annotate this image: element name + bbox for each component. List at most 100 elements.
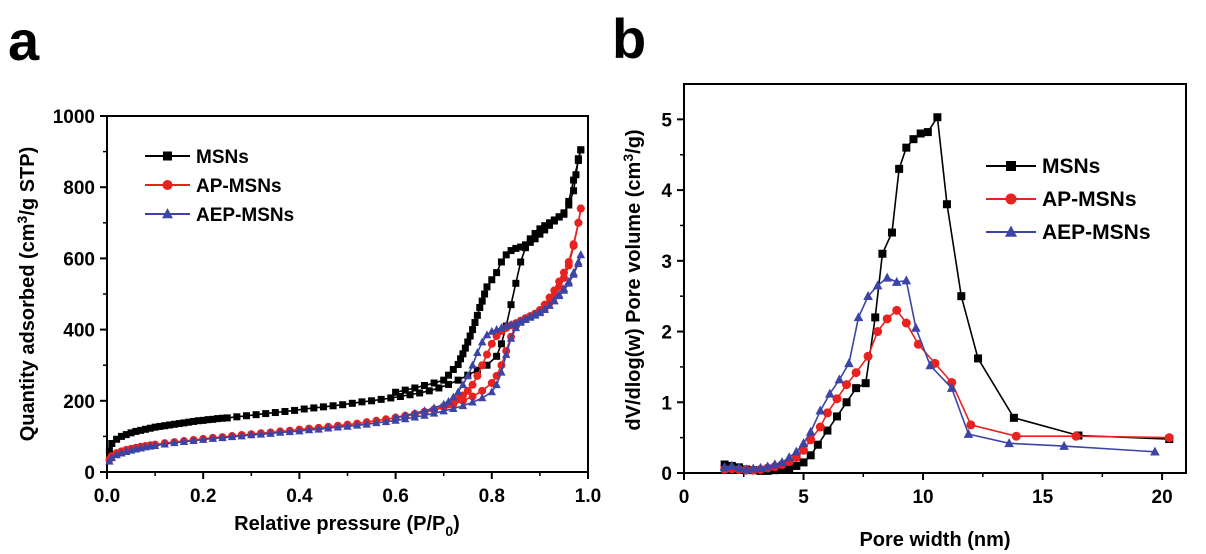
data-point [493,352,501,360]
data-point [492,380,501,389]
data-point [430,379,438,387]
data-point [569,269,578,278]
data-point [223,414,231,422]
data-point [784,452,794,462]
data-point [314,424,323,433]
data-point [957,292,966,301]
chart-b-frame [683,83,1187,474]
data-point [466,332,474,340]
data-point [396,393,404,401]
data-point [530,309,540,318]
data-point [531,229,539,237]
data-point [517,243,525,251]
data-point [401,386,409,394]
data-point [416,389,424,397]
data-point [805,426,816,436]
data-point [851,368,861,378]
data-point [923,128,932,137]
data-point [536,230,544,238]
series-AEP-MSNs [719,272,1160,474]
data-point [517,258,525,266]
chart-a-ylabel: Quantity adsorbed (cm3/g STP) [14,147,39,442]
data-point [281,407,289,415]
data-point [242,412,250,420]
data-point [420,381,428,389]
chart-b-ticks: 0 5 10 15 20 0 1 2 3 4 5 [661,110,1172,508]
data-point [492,325,501,333]
data-point [815,422,825,432]
data-point [574,155,582,163]
data-point [473,348,482,357]
data-point [834,374,845,384]
x-tick-label: 20 [1152,487,1173,508]
data-point [512,244,520,252]
data-point [425,387,433,395]
legend-marker [162,180,173,190]
y-tick-label: 0 [84,463,95,484]
data-point [352,420,362,429]
data-point [387,394,395,402]
data-point [892,305,902,315]
data-point [161,422,169,430]
y-tick-label: 3 [661,252,672,273]
data-point [762,461,773,471]
panel-a-letter: a [8,9,40,72]
data-point [1004,438,1014,448]
chart-b-ylabel: dV/dlog(w) Pore volume (cm3/g) [620,129,645,430]
data-point [300,405,308,413]
data-point [151,423,159,431]
data-point [806,451,815,460]
data-point [882,272,892,282]
data-point [180,419,188,427]
data-point [574,259,583,268]
data-point [540,304,549,313]
y-tick-label: 5 [661,110,672,131]
series-line [724,114,1170,472]
data-point [842,380,852,390]
legend-marker [1005,225,1017,237]
x-tick-label: 5 [798,487,809,508]
data-point [410,408,420,417]
data-point [266,428,275,437]
data-point [1164,433,1174,443]
data-point [275,427,285,436]
data-point [734,462,744,472]
data-point [1071,431,1081,441]
chart-b-legend: MSNs AP-MSNs AEP-MSNs [986,155,1151,244]
data-point [497,340,505,348]
data-point [445,380,453,388]
data-point [194,417,202,425]
data-point [748,463,759,473]
data-point [411,384,419,392]
data-point [199,416,207,424]
y-tick-label: 0 [661,464,672,485]
data-point [170,420,178,428]
data-point [444,396,453,405]
data-point [493,269,501,277]
data-point [559,285,569,294]
data-point [813,440,822,449]
data-point [497,258,505,266]
data-point [482,350,491,359]
data-point [478,297,486,305]
x-tick-label: 0.8 [479,486,505,507]
chart-a-ticks: 0.0 0.2 0.4 0.6 0.8 1.0 0 200 400 600 800 1000 [53,107,601,507]
data-point [459,350,467,358]
data-point [832,394,842,404]
data-point [570,187,578,195]
data-point [108,440,116,448]
data-point [476,304,484,312]
data-point [377,395,385,403]
data-point [324,423,333,432]
data-point [511,323,521,332]
data-point [565,201,573,209]
data-point [966,420,976,430]
data-point [252,411,260,419]
data-point [391,412,400,421]
data-point [792,461,801,470]
data-point [487,379,496,387]
data-point [488,276,496,284]
legend-marker [162,208,173,219]
data-point [468,380,477,389]
data-point [208,433,218,442]
